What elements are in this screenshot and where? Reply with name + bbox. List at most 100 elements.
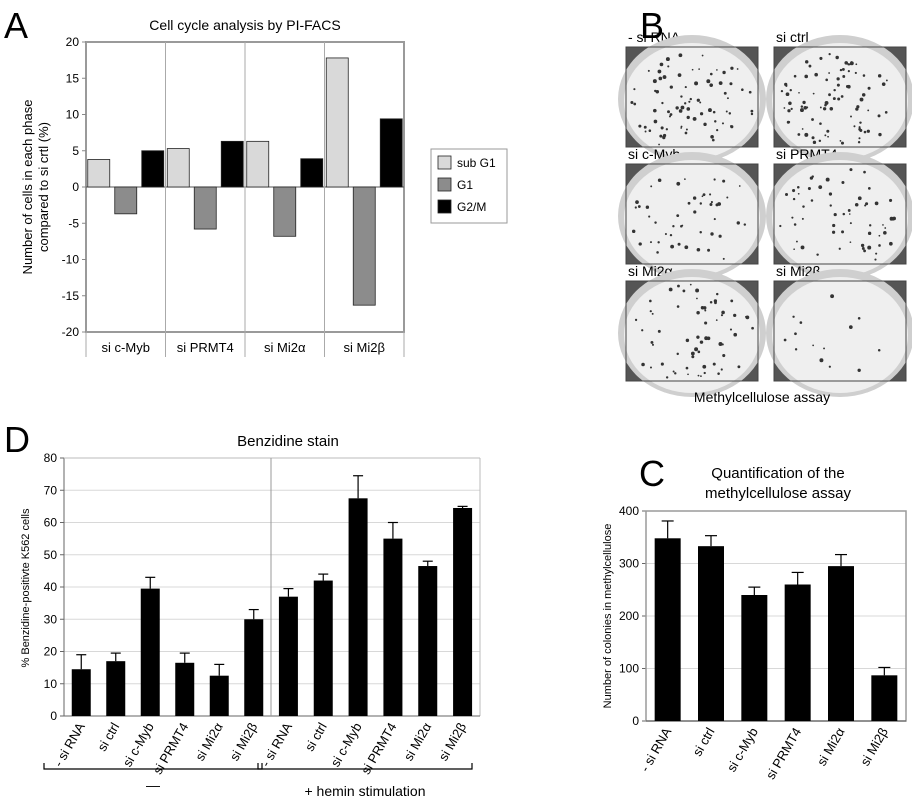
colony-dot xyxy=(839,139,842,142)
colony-dot xyxy=(792,189,796,193)
x-tick-label-0-si-rna: - si RNA xyxy=(51,720,88,770)
bar-g2-m-si-mi2 xyxy=(300,158,324,188)
colony-dot xyxy=(723,91,727,95)
colony-dot xyxy=(847,69,850,73)
plate-dish xyxy=(624,277,760,393)
colony-dot xyxy=(692,116,697,121)
bar-g1-si-c-myb xyxy=(114,186,138,215)
bar-1-si-ctrl xyxy=(313,580,333,716)
colony-dot xyxy=(689,97,692,101)
colony-dot xyxy=(793,74,797,78)
colony-dot xyxy=(649,241,652,244)
colony-dot xyxy=(685,366,689,370)
colony-dot xyxy=(789,88,792,92)
y-tick-label: 0 xyxy=(72,180,79,194)
colony-dot xyxy=(829,107,834,111)
colony-dot xyxy=(677,73,682,77)
colony-dot xyxy=(797,185,800,189)
colony-dot xyxy=(822,107,827,111)
bar-sub-g1-si-mi2 xyxy=(325,57,349,188)
plate-dish xyxy=(624,43,760,159)
bar-g1-si-mi2 xyxy=(352,186,376,306)
y-tick-label: 300 xyxy=(619,557,639,571)
colony-dot xyxy=(712,110,716,114)
colony-dot xyxy=(712,362,716,366)
x-tick-label-1-si-c-myb: si c-Myb xyxy=(327,720,364,769)
colony-dot xyxy=(729,82,733,86)
colony-dot xyxy=(863,170,866,174)
colony-dot xyxy=(641,329,644,332)
colony-dot xyxy=(787,109,791,113)
chart-title-line-1: Quantification of the xyxy=(711,465,844,482)
colony-dot xyxy=(748,90,752,94)
colony-dot xyxy=(823,347,826,350)
legend-label-g1: G1 xyxy=(457,178,473,192)
colony-dot xyxy=(684,102,687,105)
colony-dot xyxy=(828,365,831,368)
colony-dot xyxy=(700,306,705,310)
colony-dot xyxy=(882,224,884,226)
colony-dot xyxy=(660,362,664,366)
colony-dot xyxy=(855,107,859,111)
colony-dot xyxy=(714,120,717,123)
colony-dot xyxy=(792,197,796,201)
plate-frame xyxy=(773,46,907,148)
chart-title: Benzidine stain xyxy=(237,433,339,450)
colony-dot xyxy=(794,348,798,351)
colony-dot xyxy=(718,81,723,85)
colony-dot xyxy=(709,301,713,304)
colony-dot xyxy=(658,76,663,81)
chart-title: Cell cycle analysis by PI-FACS xyxy=(149,17,340,33)
colony-dot xyxy=(831,230,836,234)
colony-dot xyxy=(855,63,858,66)
colony-dot xyxy=(858,126,861,129)
x-tick-label-0-si-ctrl: si ctrl xyxy=(94,720,122,754)
colony-dot xyxy=(878,132,882,137)
colony-dot xyxy=(714,301,717,305)
colony-dot xyxy=(837,97,841,101)
bar-g1-si-mi2 xyxy=(273,186,297,237)
colony-dot xyxy=(861,247,865,250)
colony-dot xyxy=(877,348,881,352)
colony-dot xyxy=(737,365,741,369)
colony-dot xyxy=(828,72,830,74)
group-label-0: — xyxy=(146,777,160,793)
colony-dot xyxy=(690,351,695,356)
colony-dot xyxy=(830,294,835,299)
colony-dot xyxy=(783,338,787,342)
colony-dot xyxy=(824,134,827,137)
bar-0-si-prmt4 xyxy=(175,662,195,716)
colony-dot xyxy=(847,84,851,89)
colony-dot xyxy=(696,311,700,315)
colony-dot xyxy=(707,248,711,252)
panel-letter-a: A xyxy=(4,5,28,46)
colony-dot xyxy=(798,91,800,94)
colony-dot xyxy=(662,75,667,79)
y-axis-label-line-1: Number of cells in each phase xyxy=(20,100,35,275)
colony-dot xyxy=(799,321,803,324)
colony-dot xyxy=(699,112,704,116)
y-tick-label: 0 xyxy=(50,709,57,723)
colony-dot xyxy=(657,178,662,183)
y-tick-label: 70 xyxy=(44,483,58,497)
legend-swatch-sub-g1 xyxy=(437,155,452,170)
colony-dot xyxy=(828,93,831,97)
bar-1-si-rna xyxy=(278,596,298,716)
colony-dot xyxy=(681,224,684,227)
colony-dot xyxy=(687,201,691,205)
colony-dot xyxy=(812,92,815,95)
colony-dot xyxy=(721,122,725,125)
colony-dot xyxy=(848,325,853,329)
group-label-1: + hemin stimulation xyxy=(304,783,425,799)
colony-dot xyxy=(877,74,882,78)
colony-dot xyxy=(665,128,668,131)
colony-dot xyxy=(699,340,704,344)
colony-dot xyxy=(835,55,839,60)
colony-dot xyxy=(689,283,692,286)
y-tick-label: -5 xyxy=(68,216,79,230)
colony-dot xyxy=(826,129,830,133)
colony-dot xyxy=(802,205,805,208)
colony-dot xyxy=(660,126,664,130)
